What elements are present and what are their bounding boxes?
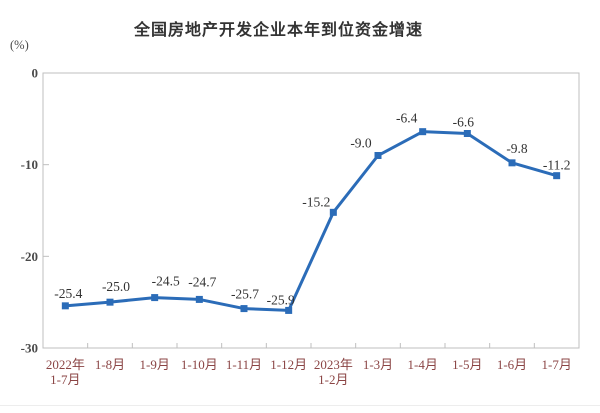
- data-point-marker: [61, 302, 69, 310]
- data-point-marker: [419, 128, 427, 136]
- x-axis-label: 1-4月: [407, 357, 437, 372]
- plot-border: [42, 72, 580, 349]
- line-series: [63, 130, 559, 312]
- chart-title: 全国房地产开发企业本年到位资金增速: [133, 22, 423, 39]
- data-point-marker: [508, 159, 516, 167]
- x-axis-label: 1-3月: [363, 357, 393, 372]
- data-point-label: -25.4: [54, 286, 82, 301]
- bottom-divider: [0, 405, 600, 406]
- y-axis-label: -10: [21, 157, 38, 172]
- x-axis-label: 1-12月: [270, 357, 307, 372]
- data-point-marker: [240, 305, 248, 313]
- data-point-label: -11.2: [543, 158, 571, 173]
- data-point-label: -24.5: [152, 274, 180, 289]
- data-point-marker: [463, 130, 471, 137]
- y-axis-label: 0: [32, 66, 39, 81]
- data-point-label: -15.2: [302, 194, 330, 209]
- data-point-label: -9.8: [506, 141, 528, 156]
- data-point-label: -9.0: [350, 136, 372, 151]
- x-axis-label: 1-9月: [139, 357, 169, 372]
- data-point-marker: [329, 208, 337, 216]
- data-point-label: -6.4: [396, 111, 418, 126]
- data-point-marker: [106, 298, 114, 306]
- y-axis-label: -20: [21, 249, 38, 264]
- data-point-marker: [374, 152, 382, 159]
- x-axis-label: 1-8月: [95, 357, 125, 372]
- x-axis-label: 1-6月: [497, 357, 527, 372]
- x-axis-label: 1-11月: [226, 357, 262, 372]
- y-axis-label: -30: [21, 341, 38, 356]
- data-point-label: -24.7: [188, 274, 216, 289]
- data-point-label: -6.6: [453, 115, 475, 130]
- data-point-marker: [285, 306, 293, 314]
- data-point-label: -25.7: [231, 287, 259, 302]
- data-point-marker: [195, 295, 203, 303]
- x-axis-label: 1-5月: [452, 357, 482, 372]
- data-point-marker: [553, 172, 561, 180]
- y-axis-unit-label: (%): [10, 38, 29, 52]
- data-point-label: -25.0: [102, 279, 130, 294]
- x-axis-label: 2022年 1-7月: [46, 357, 85, 387]
- data-point-marker: [151, 294, 159, 302]
- data-point-label: -25.9: [267, 292, 295, 307]
- x-axis-label: 1-10月: [181, 357, 218, 372]
- x-axis-label: 2023年 1-2月: [314, 357, 353, 387]
- x-axis-label: 1-7月: [541, 357, 571, 372]
